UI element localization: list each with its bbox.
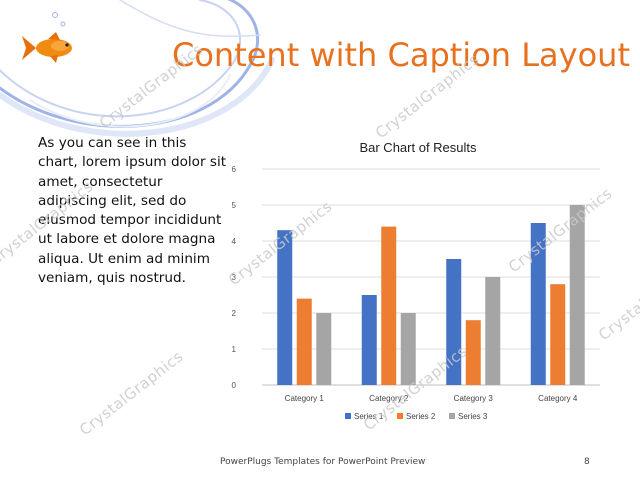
- page-number: 8: [584, 457, 590, 467]
- y-tick-label: 1: [232, 345, 237, 354]
- y-tick-label: 0: [232, 381, 237, 390]
- watermark-text: CrystalGraphics: [76, 347, 187, 440]
- x-tick-label: Category 1: [285, 394, 325, 403]
- y-tick-label: 6: [232, 165, 237, 174]
- bar: [465, 320, 481, 385]
- bar: [485, 277, 501, 385]
- bar: [277, 230, 293, 385]
- legend-label: Series 3: [458, 412, 488, 421]
- bar: [569, 205, 585, 385]
- x-tick-label: Category 4: [538, 394, 578, 403]
- legend-swatch: [397, 413, 403, 419]
- x-tick-label: Category 3: [454, 394, 494, 403]
- y-tick-label: 2: [232, 309, 237, 318]
- y-tick-label: 4: [232, 237, 237, 246]
- x-tick-label: Category 2: [369, 394, 409, 403]
- bar: [361, 295, 377, 385]
- legend-swatch: [449, 413, 455, 419]
- legend-label: Series 1: [354, 412, 384, 421]
- legend-swatch: [345, 413, 351, 419]
- bar: [530, 223, 546, 385]
- chart-title: Bar Chart of Results: [359, 140, 477, 155]
- caption-text[interactable]: As you can see in this chart, lorem ipsu…: [38, 135, 227, 287]
- y-tick-label: 3: [232, 273, 237, 282]
- bar: [316, 313, 332, 385]
- goldfish-image: [22, 32, 72, 63]
- y-tick-label: 5: [232, 201, 237, 210]
- bar: [381, 226, 397, 385]
- bar-chart[interactable]: Bar Chart of Results 0 1 2 3 4 5 6 Category 1 Cat…: [218, 132, 608, 437]
- slide-title[interactable]: Content with Caption Layout: [171, 36, 630, 74]
- bar: [296, 298, 312, 385]
- bar: [550, 284, 566, 385]
- bar: [400, 313, 416, 385]
- bar: [446, 259, 462, 385]
- footer-text: PowerPlugs Templates for PowerPoint Prev…: [220, 457, 426, 467]
- swirl-decoration: [0, 0, 275, 137]
- legend-label: Series 2: [406, 412, 436, 421]
